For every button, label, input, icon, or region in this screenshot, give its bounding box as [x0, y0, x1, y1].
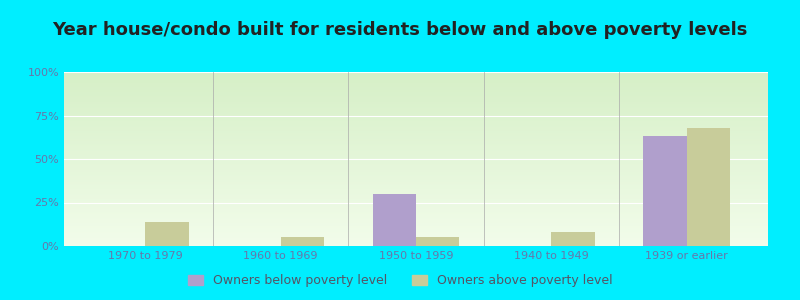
Bar [281, 237, 324, 246]
Text: Year house/condo built for residents below and above poverty levels: Year house/condo built for residents bel… [52, 21, 748, 39]
Bar [373, 194, 416, 246]
Bar [416, 237, 459, 246]
Legend: Owners below poverty level, Owners above poverty level: Owners below poverty level, Owners above… [184, 270, 616, 291]
Bar [686, 128, 730, 246]
Bar [643, 136, 686, 246]
Bar [146, 222, 189, 246]
Bar [551, 232, 594, 246]
